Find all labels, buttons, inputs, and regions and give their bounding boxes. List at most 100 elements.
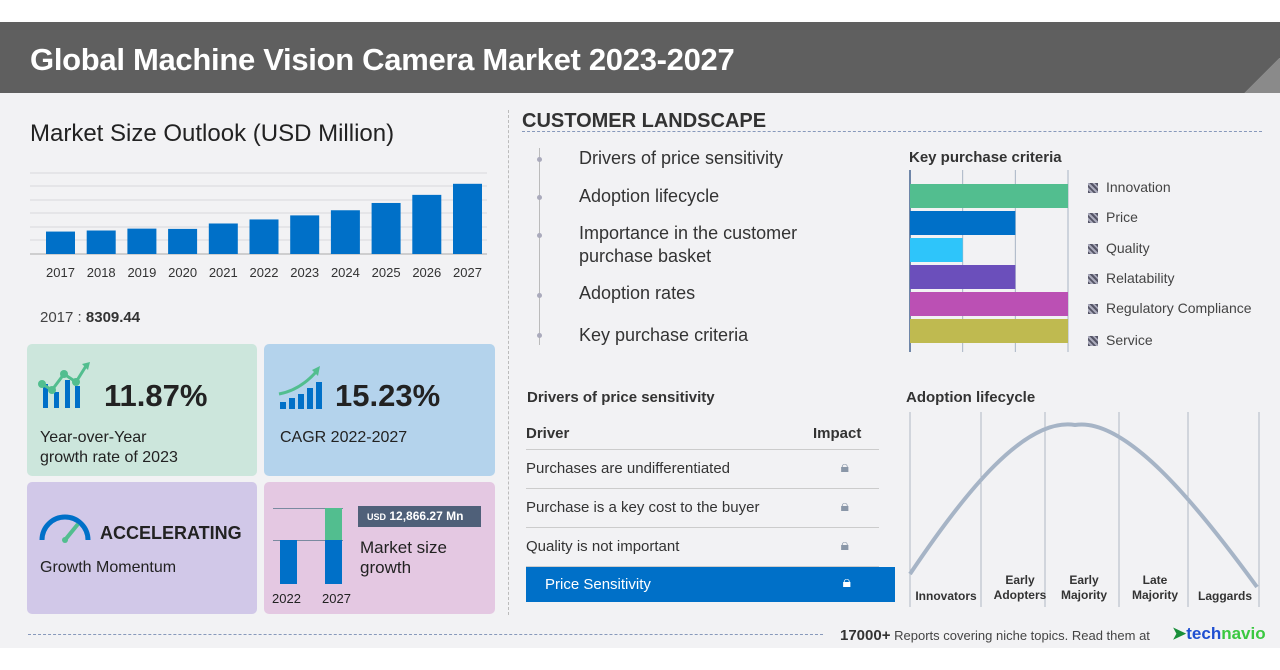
growth-bar-2027-base [325,540,342,584]
landscape-item: Adoption lifecycle [579,186,720,206]
stage-early-majority: Early Majority [1048,573,1120,603]
growth-line-base [273,540,343,541]
growth-label: Market size growth [360,538,447,578]
lock-icon: 🔒︎ [842,574,851,591]
landscape-item-line1: Importance in the customer [579,223,798,243]
bullet [537,195,542,200]
bar-2018 [86,230,116,254]
logo-arrow-icon: ➤ [1172,624,1187,643]
yoy-card [27,344,257,476]
adoption-heading: Adoption lifecycle [906,389,1036,406]
growth-label-line1: Market size [360,538,447,557]
adoption-curve-chart [908,412,1260,607]
legend-relatability: Relatability [1088,270,1174,286]
x-tick-label: 2024 [331,265,360,280]
yoy-label-line1: Year-over-Year [40,429,147,446]
kpc-bar-service [910,319,1068,343]
customer-landscape-heading: CUSTOMER LANDSCAPE [522,110,767,132]
lock-icon: 🔒︎ [840,498,849,515]
growth-card [264,482,495,614]
landscape-item-line2: purchase basket [579,246,712,266]
x-tick-label: 2020 [168,265,197,280]
stage-late-majority: Late Majority [1119,573,1191,603]
growth-year-start: 2022 [272,591,301,606]
bar-2023 [290,215,320,254]
logo-tech: tech [1186,624,1222,643]
stage-label: Majority [1060,588,1107,602]
base-year-value: 8309.44 [85,309,141,326]
bar-2019 [127,228,157,254]
stage-early-adopters: Early Adopters [984,573,1056,603]
yoy-value: 11.87% [104,378,208,413]
yoy-label-line2: growth rate of 2023 [40,449,178,466]
growth-bar-2027-increment [325,508,342,540]
momentum-card [27,482,257,614]
speedometer-icon [39,514,91,543]
legend-price: Price [1088,209,1138,225]
stage-laggards: Laggards [1189,589,1261,604]
cagr-card [264,344,495,476]
growth-year-end: 2027 [322,591,351,606]
stage-label: Majority [1131,588,1178,602]
x-tick-label: 2017 [46,265,75,280]
x-tick-label: 2022 [250,265,279,280]
col-impact: Impact [813,425,862,442]
market-outlook-heading: Market Size Outlook (USD Million) [30,120,395,147]
landscape-item: Key purchase criteria [579,325,749,345]
driver-text: Purchases are undifferentiated [526,460,731,477]
heading-underline [522,131,1262,132]
col-driver: Driver [526,425,570,442]
report-count: 17000+ [840,627,891,644]
x-tick-label: 2026 [412,265,441,280]
bar-2027 [453,183,482,254]
kpc-bar-price [910,211,1016,235]
stage-label: Laggards [1197,589,1252,603]
bar-2025 [371,202,401,254]
legend-innovation: Innovation [1088,179,1171,195]
technavio-logo[interactable]: ➤technavio [1172,624,1266,644]
x-tick-label: 2018 [87,265,116,280]
landscape-item: Adoption rates [579,283,696,303]
stage-label: Early [1069,573,1099,587]
bullet [537,293,542,298]
stage-innovators: Innovators [910,589,982,604]
rising-bars-icon [278,366,322,409]
base-year-readout: 2017 : 8309.44 [40,309,140,326]
kpc-bar-relatability [910,265,1016,289]
growth-value-badge: USD 12,866.27 Mn [358,506,481,527]
stage-label: Adopters [993,588,1047,602]
growth-label-line2: growth [360,558,412,577]
header-bar [0,22,1280,93]
bullet [537,233,542,238]
growth-chart-icon [38,362,90,408]
table-row: Purchase is a key cost to the buyer 🔒︎ [526,489,879,528]
kpc-bar-innovation [910,184,1068,208]
stage-label: Innovators [915,589,977,603]
x-tick-label: 2027 [453,265,482,280]
lock-icon: 🔒︎ [840,459,849,476]
kpc-heading: Key purchase criteria [909,149,1062,166]
bar-2026 [412,194,442,254]
page-title: Global Machine Vision Camera Market 2023… [30,42,735,77]
kpc-chart [909,170,1069,352]
yoy-label: Year-over-Year growth rate of 2023 [40,428,178,468]
corner-fold [1244,58,1280,93]
logo-navio: navio [1221,624,1266,643]
driver-text: Purchase is a key cost to the buyer [526,499,760,516]
x-tick-label: 2019 [127,265,156,280]
adoption-curve [908,422,1259,589]
growth-bar-2022 [280,540,297,584]
x-tick-label: 2021 [209,265,238,280]
legend-quality: Quality [1088,240,1150,256]
growth-currency: USD [367,512,387,522]
landscape-line [539,148,540,345]
kpc-bar-quality [910,238,963,262]
base-year-label: 2017 : [40,309,82,326]
kpc-bar-regulatory-compliance [910,292,1068,316]
price-sensitivity-row[interactable]: Price Sensitivity 🔒︎ [526,567,895,602]
bar-2022 [249,219,279,254]
bar-2021 [208,223,238,254]
legend-service: Service [1088,332,1153,348]
lock-icon: 🔒︎ [840,537,849,554]
landscape-item: Drivers of price sensitivity [579,148,784,168]
